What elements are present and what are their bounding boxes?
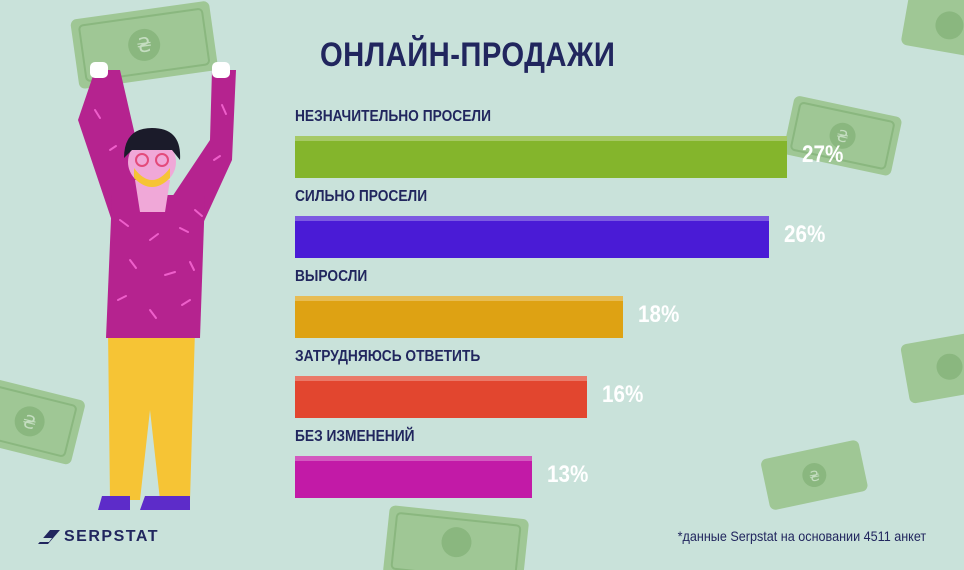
bar (295, 296, 623, 338)
value-label: 27% (802, 141, 844, 168)
svg-text:₴: ₴ (834, 126, 850, 147)
bar-chart: НЕЗНАЧИТЕЛЬНО ПРОСЕЛИ 27% СИЛЬНО ПРОСЕЛИ… (295, 108, 935, 508)
svg-text:₴: ₴ (20, 411, 39, 435)
bar (295, 216, 769, 258)
bar (295, 136, 787, 178)
bar-row: ВЫРОСЛИ 18% (295, 268, 935, 348)
bar (295, 376, 587, 418)
footnote: *данные Serpstat на основании 4511 анкет (677, 528, 926, 544)
category-label: ЗАТРУДНЯЮСЬ ОТВЕТИТЬ (295, 348, 481, 365)
bar-row: НЕЗНАЧИТЕЛЬНО ПРОСЕЛИ 27% (295, 108, 935, 188)
brand-name: SERPSTAT (64, 528, 159, 545)
category-label: СИЛЬНО ПРОСЕЛИ (295, 188, 428, 205)
value-label: 26% (783, 221, 826, 248)
category-label: НЕЗНАЧИТЕЛЬНО ПРОСЕЛИ (295, 108, 491, 125)
dollar-banknote-icon: ₴ (761, 440, 868, 510)
dollar-banknote-icon (900, 326, 964, 404)
category-label: ВЫРОСЛИ (295, 268, 368, 285)
serpstat-logo[interactable]: SERPSTAT (38, 528, 159, 546)
person-holding-money-illustration (78, 62, 236, 510)
value-label: 13% (546, 461, 589, 488)
dollar-banknote-icon (383, 505, 529, 570)
value-label: 18% (638, 301, 680, 328)
dollar-banknote-icon: ₴ (0, 371, 85, 465)
dollar-banknote-icon (901, 0, 964, 63)
bar-row: БЕЗ ИЗМЕНЕНИЙ 13% (295, 428, 935, 508)
bar-row: ЗАТРУДНЯЮСЬ ОТВЕТИТЬ 16% (295, 348, 935, 428)
svg-text:₴: ₴ (135, 32, 154, 58)
svg-text:₴: ₴ (808, 468, 822, 486)
dollar-banknote-icon: ₴ (783, 96, 902, 176)
value-label: 16% (601, 381, 643, 408)
category-label: БЕЗ ИЗМЕНЕНИЙ (295, 428, 415, 445)
bar (295, 456, 532, 498)
bar-row: СИЛЬНО ПРОСЕЛИ 26% (295, 188, 935, 268)
serpstat-logo-icon (38, 530, 60, 544)
chart-title: ОНЛАЙН-ПРОДАЖИ (320, 36, 616, 74)
